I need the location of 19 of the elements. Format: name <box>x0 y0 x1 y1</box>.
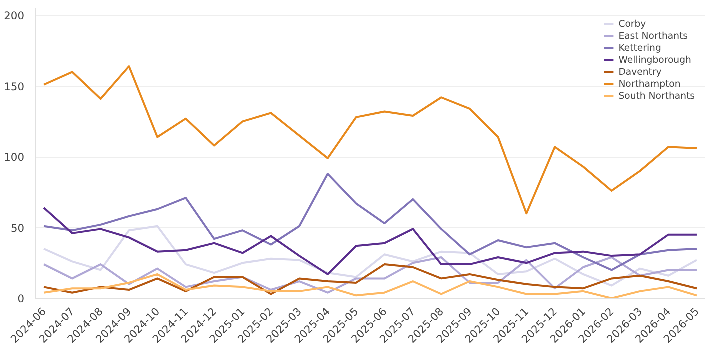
y-tick-label: 150 <box>4 80 25 94</box>
line-series <box>43 206 698 276</box>
line-series <box>43 264 698 296</box>
line-series <box>43 225 698 287</box>
legend-label: Kettering <box>618 42 662 54</box>
legend-label: Northampton <box>618 78 681 90</box>
y-tick-label: 100 <box>4 151 25 164</box>
legend-label: East Northants <box>618 30 688 42</box>
y-tick-label: 0 <box>18 292 25 306</box>
line-series <box>43 66 698 215</box>
y-tick-label: 200 <box>4 10 25 23</box>
legend-label: Wellingborough <box>618 54 692 66</box>
legend-label: Corby <box>618 18 646 30</box>
legend-label: South Northants <box>618 90 695 102</box>
y-tick-label: 50 <box>10 222 25 235</box>
line-series <box>43 273 698 298</box>
line-series <box>43 256 698 294</box>
line-series <box>43 173 698 272</box>
legend-label: Daventry <box>618 66 662 78</box>
